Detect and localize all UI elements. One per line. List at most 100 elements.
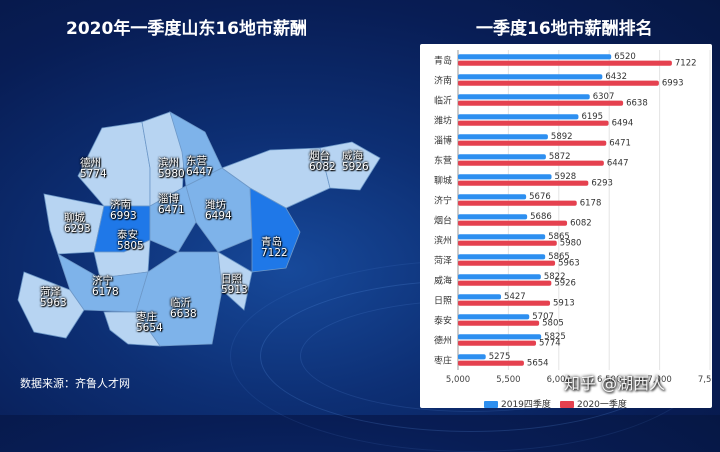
bar-2019 <box>458 54 612 60</box>
data-label: 6082 <box>570 218 592 228</box>
y-tick-label: 聊城 <box>434 175 452 187</box>
y-tick-label: 济宁 <box>434 195 452 207</box>
bar-2019 <box>458 274 541 280</box>
data-label: 6178 <box>580 198 602 208</box>
bar-2019 <box>458 314 530 320</box>
map-title: 2020年一季度山东16地市薪酬 <box>66 19 307 39</box>
map-label-weihai: 威海 5926 <box>342 150 369 173</box>
data-label: 5963 <box>558 258 580 268</box>
chart-title: 一季度16地市薪酬排名 <box>476 19 653 39</box>
data-label: 6638 <box>626 98 648 108</box>
x-tick-label: 6,000 <box>547 375 571 385</box>
map-label-taian: 泰安 5805 <box>117 229 144 252</box>
bar-2020 <box>458 120 609 126</box>
bar-2019 <box>458 214 528 220</box>
x-tick-label: 6,500 <box>597 375 621 385</box>
map-label-qingdao: 青岛 7122 <box>261 236 288 259</box>
y-tick-label: 滨州 <box>434 235 452 247</box>
bar-2020 <box>458 340 537 346</box>
bar-2020 <box>458 200 577 206</box>
data-label: 7122 <box>675 58 697 68</box>
map-label-weifang: 潍坊 6494 <box>205 199 232 222</box>
bar-2019 <box>458 234 546 240</box>
map-label-yantai: 烟台 6082 <box>309 150 336 173</box>
map-region-rizhao <box>217 251 253 311</box>
bar-2020 <box>458 60 672 66</box>
data-label: 5686 <box>530 212 552 222</box>
bar-2020 <box>458 140 607 146</box>
y-tick-label: 威海 <box>434 275 452 287</box>
data-label: 6195 <box>581 112 603 122</box>
map-label-liaocheng: 聊城 6293 <box>64 212 91 235</box>
map-label-dongying: 东营 6447 <box>186 155 213 178</box>
bar-2020 <box>458 100 624 106</box>
data-label: 5825 <box>544 332 566 342</box>
bar-2020 <box>458 240 557 246</box>
y-tick-label: 日照 <box>434 296 452 307</box>
salary-bar-chart: 5,000 5,500 6,000 6,500 7,000 7,500 青岛 6520 7122… <box>434 50 712 385</box>
data-label: 5427 <box>504 292 526 302</box>
data-source: 数据来源：齐鲁人才网 <box>20 377 130 390</box>
y-tick-label: 泰安 <box>434 315 452 327</box>
legend-swatch-2020 <box>560 401 574 408</box>
data-label: 6307 <box>593 92 615 102</box>
x-tick-label: 7,500 <box>698 375 712 385</box>
data-label: 5865 <box>548 252 570 262</box>
map-region-qingdao <box>249 187 301 273</box>
bar-2020 <box>458 320 540 326</box>
bar-2019 <box>458 354 486 360</box>
y-tick-label: 德州 <box>434 335 452 347</box>
map-region-weihai <box>319 141 381 191</box>
map-region-liaocheng <box>43 193 105 255</box>
shandong-map <box>17 111 381 347</box>
map-label-rizhao: 日照 5913 <box>221 273 248 296</box>
y-tick-label: 东营 <box>434 155 452 167</box>
data-label: 5275 <box>489 352 511 362</box>
bar-2019 <box>458 154 546 160</box>
bar-2020 <box>458 180 589 186</box>
x-tick-label: 5,000 <box>446 375 470 385</box>
data-label: 6494 <box>612 118 634 128</box>
legend-swatch-2019 <box>484 401 498 408</box>
map-label-zaozhuang: 枣庄 5654 <box>136 311 163 334</box>
bar-2019 <box>458 94 590 100</box>
data-label: 5865 <box>548 232 570 242</box>
data-label: 5926 <box>554 278 576 288</box>
y-tick-label: 济南 <box>434 75 452 87</box>
data-label: 6471 <box>609 138 631 148</box>
legend-label-2020: 2020一季度 <box>577 400 627 410</box>
map-label-heze: 菏泽 5963 <box>40 286 67 309</box>
data-label: 5805 <box>542 318 564 328</box>
data-label: 5774 <box>539 338 561 348</box>
data-label: 6993 <box>662 78 684 88</box>
y-tick-label: 淄博 <box>434 135 452 147</box>
map-label-linyi: 临沂 6638 <box>170 297 197 320</box>
data-label: 5822 <box>544 272 566 282</box>
data-label: 5676 <box>529 192 551 202</box>
y-tick-label: 枣庄 <box>434 355 452 367</box>
data-label: 5872 <box>549 152 571 162</box>
map-label-dezhou: 德州 5774 <box>80 157 107 180</box>
bar-2019 <box>458 114 579 120</box>
bar-2019 <box>458 254 546 260</box>
data-label: 5707 <box>532 312 554 322</box>
data-label: 6520 <box>614 52 636 62</box>
y-tick-label: 青岛 <box>434 55 452 67</box>
watermark: 知乎 @湖西人 <box>564 374 666 393</box>
y-tick-label: 临沂 <box>434 95 452 107</box>
bar-2020 <box>458 280 552 286</box>
data-label: 6432 <box>605 72 627 82</box>
data-label: 5654 <box>527 358 549 368</box>
data-label: 6447 <box>607 158 629 168</box>
data-label: 5928 <box>555 172 577 182</box>
bar-2019 <box>458 74 603 80</box>
bar-2019 <box>458 194 527 200</box>
y-tick-label: 菏泽 <box>434 256 452 267</box>
map-region-zaozhuang <box>103 311 161 347</box>
map-label-binzhou: 滨州 5980 <box>158 157 185 180</box>
legend-item-2020: 2020一季度 <box>560 397 627 410</box>
bar-2020 <box>458 300 551 306</box>
bar-2020 <box>458 360 524 366</box>
map-region-taian <box>93 239 151 279</box>
map-label-jining: 济宁 6178 <box>92 275 119 298</box>
